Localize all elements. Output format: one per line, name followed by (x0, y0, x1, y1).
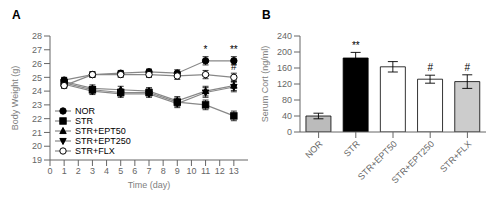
svg-text:0: 0 (287, 127, 292, 137)
svg-text:3: 3 (90, 166, 95, 176)
svg-text:Time (day): Time (day) (128, 180, 171, 190)
svg-text:**: ** (352, 40, 360, 51)
svg-text:Body Weight (g): Body Weight (g) (10, 66, 20, 130)
svg-text:23: 23 (32, 100, 42, 110)
svg-text:24: 24 (32, 86, 42, 96)
svg-text:#: # (465, 62, 471, 73)
html-text:STR+EPT50: STR+EPT50 (75, 126, 126, 136)
svg-text:25: 25 (32, 73, 42, 83)
svg-text:10: 10 (186, 166, 196, 176)
html-text:A: A (12, 8, 21, 22)
svg-text:STR+EPT50: STR+EPT50 (356, 138, 399, 182)
svg-text:11: 11 (201, 166, 210, 176)
svg-text:120: 120 (277, 79, 292, 89)
svg-text:4: 4 (104, 166, 109, 176)
html-text:NOR: NOR (75, 106, 95, 116)
svg-text:40: 40 (282, 111, 292, 121)
svg-text:13: 13 (229, 166, 239, 176)
svg-text:80: 80 (282, 95, 292, 105)
svg-text:1: 1 (62, 166, 67, 176)
html-text:STR+EPT250: STR+EPT250 (75, 136, 131, 146)
html-text:STR: STR (75, 116, 93, 126)
svg-text:STR+EPT250: STR+EPT250 (390, 139, 437, 186)
svg-text:28: 28 (32, 31, 42, 41)
svg-text:21: 21 (32, 128, 42, 138)
svg-text:160: 160 (277, 63, 292, 73)
svg-text:**: ** (230, 44, 238, 55)
svg-text:7: 7 (146, 166, 151, 176)
svg-text:0: 0 (47, 166, 52, 176)
svg-text:22: 22 (32, 114, 42, 124)
svg-text:12: 12 (215, 166, 225, 176)
svg-text:STR+FLX: STR+FLX (438, 139, 473, 174)
html-text:STR+FLX: STR+FLX (75, 146, 115, 156)
svg-text:19: 19 (32, 155, 42, 165)
svg-text:#: # (427, 62, 433, 73)
svg-text:20: 20 (32, 141, 42, 151)
svg-text:2: 2 (76, 166, 81, 176)
svg-text:#: # (231, 61, 237, 72)
html-text:B: B (262, 8, 271, 22)
svg-text:5: 5 (118, 166, 123, 176)
svg-text:27: 27 (32, 45, 42, 55)
svg-text:26: 26 (32, 59, 42, 69)
svg-text:*: * (204, 44, 208, 55)
svg-text:200: 200 (277, 47, 292, 57)
svg-text:NOR: NOR (303, 139, 325, 161)
svg-text:240: 240 (277, 31, 292, 41)
svg-text:9: 9 (175, 166, 180, 176)
svg-text:8: 8 (161, 166, 166, 176)
svg-text:6: 6 (132, 166, 137, 176)
svg-text:STR: STR (342, 139, 362, 159)
svg-text:Serum Cort (ng/ml): Serum Cort (ng/ml) (260, 46, 270, 123)
